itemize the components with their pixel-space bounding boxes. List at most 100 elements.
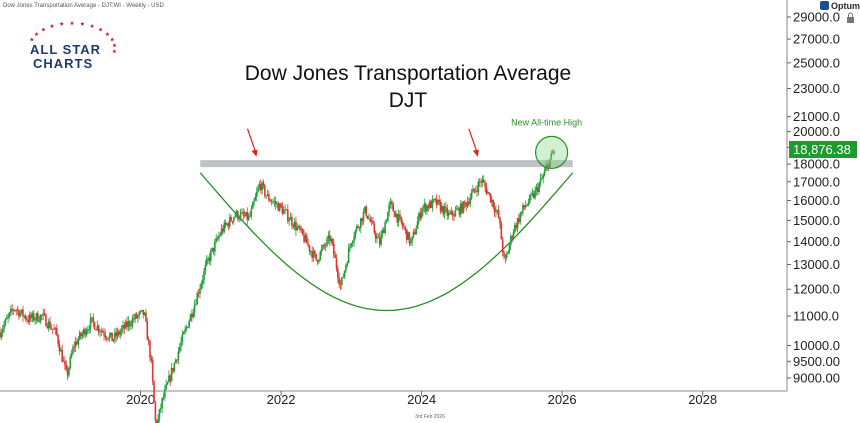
candle-body <box>512 232 515 239</box>
candle-body <box>208 258 211 262</box>
candle-body <box>77 339 80 345</box>
candle-body <box>137 315 139 319</box>
candle-body <box>335 258 338 269</box>
candle-body <box>127 321 130 327</box>
candle-body <box>20 309 23 313</box>
candle-body <box>481 179 484 183</box>
candle-body <box>38 321 40 323</box>
y-tick-label: 13000.0 <box>793 257 840 272</box>
candle-body <box>485 186 488 194</box>
candle-body <box>538 183 540 193</box>
candle-body <box>41 314 43 316</box>
candle-body <box>504 256 507 258</box>
candle-body <box>295 221 297 231</box>
candle-body <box>260 183 262 191</box>
candle-body <box>396 213 399 223</box>
candle-body <box>250 208 253 217</box>
candle-body <box>447 212 450 216</box>
candle-body <box>519 214 522 222</box>
candle-body <box>266 194 269 196</box>
candle-body <box>164 389 166 398</box>
candle-body <box>539 178 542 184</box>
candle-body <box>500 223 503 240</box>
candle-body <box>118 331 120 335</box>
candle-body <box>146 321 149 340</box>
candle-body <box>181 334 184 342</box>
logo-text-top: ALL STAR <box>30 42 101 57</box>
candle-body <box>58 344 61 352</box>
candle-body <box>211 247 213 251</box>
arrow-head-icon <box>472 149 479 157</box>
candle-body <box>553 151 555 154</box>
candle-body <box>495 210 497 213</box>
candle-body <box>201 279 204 284</box>
candle-body <box>428 201 431 209</box>
candle-body <box>138 312 140 316</box>
candle-body <box>508 244 511 252</box>
chart-title: Dow Jones Transportation Average <box>245 62 571 85</box>
candle-body <box>537 186 539 193</box>
candle-body <box>499 217 501 224</box>
candle-body <box>411 236 413 242</box>
candle-body <box>389 201 392 205</box>
candle-body <box>151 360 154 382</box>
candle-body <box>227 223 230 227</box>
y-tick-label: 20000.0 <box>793 124 840 139</box>
candle-body <box>441 205 443 212</box>
candle-body <box>547 164 550 169</box>
candle-body <box>27 319 30 322</box>
candle-body <box>101 330 104 333</box>
optuma-icon <box>820 1 829 10</box>
star-icon <box>105 31 110 36</box>
candle-body <box>220 228 223 235</box>
candle-body <box>68 367 70 376</box>
candle-body <box>128 321 131 326</box>
candle-body <box>282 210 285 214</box>
candle-body <box>455 209 458 211</box>
candle-body <box>130 325 132 327</box>
candle-body <box>57 334 59 345</box>
candle-body <box>122 325 124 329</box>
candle-body <box>114 332 116 340</box>
candle-body <box>319 251 322 260</box>
candle-body <box>65 364 68 370</box>
candle-body <box>419 213 422 218</box>
y-tick-label: 11000.0 <box>793 309 839 324</box>
star-icon <box>34 31 39 36</box>
candle-body <box>408 232 411 244</box>
candle-body <box>62 361 65 362</box>
candle-body <box>400 216 403 223</box>
arrow-head-icon <box>251 149 258 157</box>
candle-body <box>437 199 439 205</box>
candle-body <box>107 338 109 340</box>
y-tick-label: 12000.0 <box>793 282 840 297</box>
candle-body <box>359 218 362 229</box>
candle-body <box>216 238 219 240</box>
candle-body <box>532 193 535 198</box>
candle-body <box>207 258 209 259</box>
candle-body <box>196 293 199 305</box>
candle-body <box>480 182 482 183</box>
candle-body <box>7 316 9 319</box>
annotation-new-high: New All-time High <box>511 117 582 127</box>
star-icon <box>112 49 117 54</box>
candle-body <box>74 341 77 347</box>
chart-subtitle: DJT <box>389 89 428 112</box>
candle-body <box>387 212 389 222</box>
candle-body <box>442 205 445 215</box>
candle-body <box>432 199 435 201</box>
candle-body <box>315 253 318 261</box>
candle-body <box>110 332 112 336</box>
candle-body <box>373 223 376 233</box>
candle-body <box>345 265 347 271</box>
candle-body <box>332 243 335 255</box>
candle-body <box>324 245 327 247</box>
candle-body <box>191 314 193 318</box>
candle-body <box>192 312 195 318</box>
candle-body <box>160 407 162 410</box>
candle-body <box>376 236 378 239</box>
candle-body <box>462 201 465 213</box>
candle-body <box>50 328 53 330</box>
candle-body <box>169 375 172 381</box>
candle-body <box>374 232 377 239</box>
